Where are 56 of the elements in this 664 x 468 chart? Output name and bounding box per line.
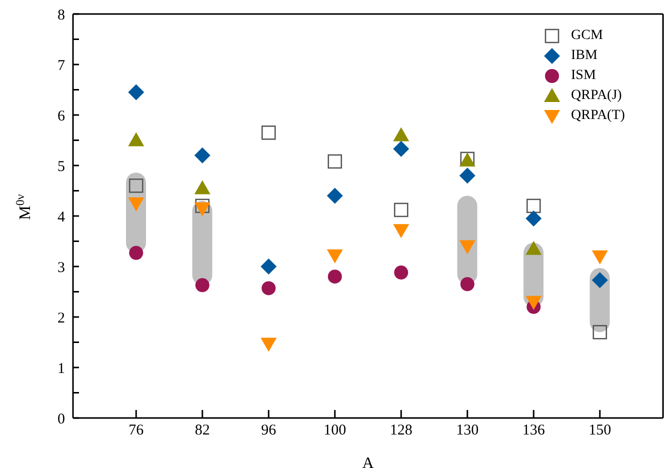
point [526, 296, 542, 310]
legend-label: ISM [571, 68, 596, 84]
point [128, 197, 144, 212]
point [328, 270, 342, 284]
point [526, 240, 542, 255]
x-tick-label: 150 [588, 422, 612, 439]
legend-label: GCM [571, 28, 603, 44]
x-tick-label: 96 [261, 422, 277, 439]
point [526, 210, 542, 227]
point [459, 168, 476, 184]
point [260, 258, 277, 274]
point [260, 338, 277, 352]
x-axis-title: A [362, 455, 374, 468]
point [393, 140, 410, 157]
x-tick-label: 130 [456, 422, 479, 439]
point [459, 240, 476, 254]
x-tick-label: 128 [390, 422, 412, 439]
legend-label: IBM [571, 48, 598, 64]
point [194, 180, 210, 194]
point [394, 202, 408, 218]
y-tick-label: 3 [58, 260, 65, 276]
point [328, 154, 342, 169]
point [393, 224, 410, 238]
point [194, 147, 210, 164]
point [326, 249, 343, 264]
y-tick-label: 4 [58, 209, 66, 226]
x-tick-label: 76 [128, 422, 144, 439]
x-tick-label: 100 [324, 422, 346, 439]
legend-label: QRPA(J) [571, 88, 622, 104]
point [128, 178, 144, 193]
point [326, 188, 343, 204]
point [128, 84, 144, 100]
y-tick-label: 8 [58, 7, 65, 24]
point [394, 266, 408, 280]
point [262, 281, 276, 296]
y-tick-label: 1 [58, 360, 65, 377]
point [129, 246, 144, 260]
point [526, 198, 541, 214]
point [592, 250, 608, 264]
point [592, 325, 608, 340]
y-tick-label: 7 [58, 58, 66, 74]
y-tick-label: 5 [58, 158, 65, 175]
point [194, 202, 210, 216]
y-tick-label: 0 [58, 411, 65, 428]
point [592, 272, 608, 288]
x-tick-label: 82 [194, 422, 210, 439]
point [261, 126, 276, 140]
point [460, 277, 474, 292]
point [128, 132, 144, 146]
legend-label: QRPA(T) [571, 108, 625, 124]
x-tick-label: 136 [522, 422, 546, 439]
y-tick-label: 6 [58, 108, 66, 124]
point [393, 127, 410, 142]
point [195, 198, 210, 214]
y-tick-label: 2 [58, 310, 65, 326]
point [195, 278, 210, 292]
